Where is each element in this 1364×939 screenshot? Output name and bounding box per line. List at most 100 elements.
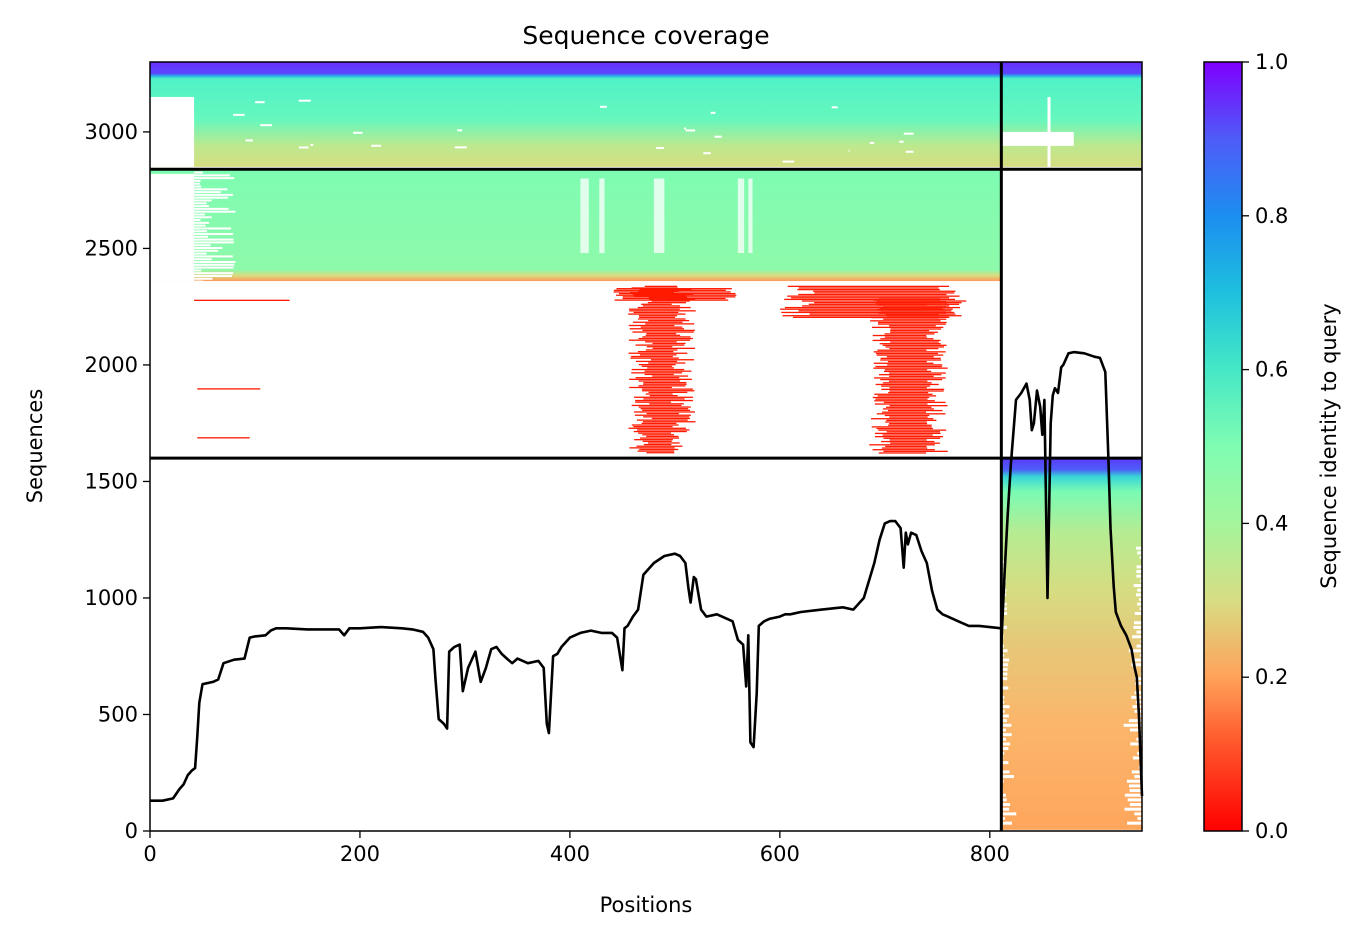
msa-gap [1001,719,1007,723]
msa-gap [194,199,212,202]
msa-gap [194,171,203,174]
msa-gap [1001,131,1074,146]
msa-fragment [637,306,691,309]
msa-fragment [871,426,932,428]
colorbar-ticks: 0.0 0.2 0.4 0.6 0.8 1.0 [1242,50,1288,843]
y-axis: 0 500 1000 1500 2000 2500 3000 [85,120,150,843]
msa-gap [1001,625,1007,629]
msa-fragment [791,297,950,299]
msa-gap [1139,653,1142,657]
msa-gap [194,219,201,222]
msa-fragment [874,403,928,405]
msa-gap [899,140,904,143]
msa-gap [194,193,233,196]
msa-gap [684,127,687,130]
msa-gap [194,263,235,266]
msa-fragment [814,292,955,294]
msa-fragment [883,318,947,320]
msa-fragment [644,373,674,376]
msa-fragment [882,344,947,346]
msa-fragment [637,350,674,353]
msa-fragment [875,365,942,368]
msa-gap [1130,742,1142,746]
msa-fragment [633,311,679,314]
msa-fragment [885,421,927,423]
msa-fragment [888,424,932,426]
msa-gap [1137,588,1142,592]
msa-fragment [642,421,696,423]
msa-gap [1127,798,1142,802]
y-tick-label: 1000 [85,586,138,610]
msa-fragment [652,347,695,349]
msa-fragment [614,299,729,301]
msa-fragment [645,341,677,343]
msa-fragment [628,313,686,315]
msa-fragment [889,416,928,418]
msa-fragment [634,411,695,413]
msa-gap [457,129,463,132]
msa-gap [1135,593,1142,597]
msa-gap [1001,770,1010,774]
msa-gap [848,149,850,152]
msa-fragment [622,296,736,298]
msa-fragment [638,318,686,320]
msa-gap [1128,649,1142,653]
msa-gap [599,105,607,108]
msa-fragment [872,339,941,342]
msa-fragment [884,414,930,417]
msa-fragment [875,352,938,355]
msa-fragment [636,445,683,447]
msa-fragment [647,442,680,444]
msa-fragment [882,382,932,384]
msa-gap [580,178,589,254]
msa-fragment [645,323,695,325]
y-tick-label: 500 [98,702,138,726]
msa-fragment [628,324,675,327]
msa-gap [1047,96,1051,167]
msa-fragment [877,321,947,324]
msa-fragment [646,452,675,454]
msa-fragment [874,377,946,379]
msa-fragment [889,390,944,392]
msa-gap [653,178,665,254]
msa-fragment [629,328,685,330]
y-tick-label: 2000 [85,353,138,377]
msa-gap [1139,597,1142,601]
msa-gap [194,221,210,224]
msa-gap [1001,686,1009,690]
colorbar-gradient [1203,61,1243,832]
msa-block-chain-b [1001,458,1142,830]
x-tick-label: 400 [550,842,590,866]
msa-fragment [633,295,687,297]
msa-gap [194,191,221,194]
msa-fragment [883,437,941,439]
msa-gap [905,150,914,153]
msa-gap [194,280,204,283]
msa-gap [194,177,235,180]
msa-fragment [634,414,691,416]
msa-gap [1126,779,1142,783]
msa-gap [1139,607,1142,611]
msa-gap [194,252,207,255]
msa-fragment [643,416,690,418]
msa-gap [194,207,229,210]
msa-gap [1134,677,1142,681]
msa-fragment [635,401,671,403]
msa-fragment [639,316,676,319]
msa-fragment [631,287,678,289]
colorbar-label: Sequence identity to query [1317,303,1341,588]
x-tick-label: 0 [143,842,156,866]
msa-fragment [878,452,927,454]
msa-gap [233,113,245,116]
msa-gap [1131,663,1142,667]
msa-fragment [648,391,688,394]
msa-fragment [808,303,960,305]
msa-gap [1001,649,1008,653]
msa-fragment [884,370,932,373]
msa-gap [194,255,233,258]
msa-gap [1137,602,1142,606]
y-tick-label: 2500 [85,236,138,260]
msa-gap [714,135,722,138]
msa-gap [1129,803,1142,807]
